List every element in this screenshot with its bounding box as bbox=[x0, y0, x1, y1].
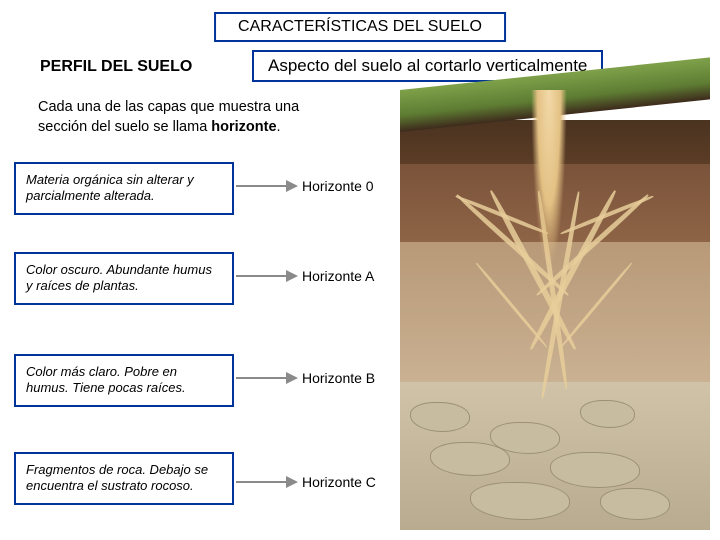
rock-icon bbox=[580, 400, 635, 428]
intro-line2-bold: horizonte bbox=[211, 119, 276, 135]
rock-icon bbox=[550, 452, 640, 488]
label-hb: Horizonte B bbox=[302, 370, 375, 386]
soil-diagram bbox=[400, 90, 710, 530]
intro-paragraph: Cada una de las capas que muestra una se… bbox=[38, 98, 368, 137]
desc-box-hb: Color más claro. Pobre en humus. Tiene p… bbox=[14, 354, 234, 407]
root-trunk bbox=[531, 90, 567, 270]
intro-line1: Cada una de las capas que muestra una bbox=[38, 99, 299, 115]
arrow-ha bbox=[236, 275, 288, 277]
arrow-h0 bbox=[236, 185, 288, 187]
arrow-hb bbox=[236, 377, 288, 379]
rock-icon bbox=[470, 482, 570, 520]
rock-icon bbox=[410, 402, 470, 432]
layer-c bbox=[400, 382, 710, 530]
desc-hb: Color más claro. Pobre en humus. Tiene p… bbox=[26, 364, 186, 395]
desc-box-h0: Materia orgánica sin alterar y parcialme… bbox=[14, 162, 234, 215]
rock-icon bbox=[600, 488, 670, 520]
intro-line2-suffix: . bbox=[277, 119, 281, 135]
desc-box-hc: Fragmentos de roca. Debajo se encuentra … bbox=[14, 452, 234, 505]
label-h0: Horizonte 0 bbox=[302, 178, 374, 194]
label-ha: Horizonte A bbox=[302, 268, 374, 284]
desc-h0: Materia orgánica sin alterar y parcialme… bbox=[26, 172, 194, 203]
arrow-hc bbox=[236, 481, 288, 483]
page-title-box: CARACTERÍSTICAS DEL SUELO bbox=[214, 12, 506, 42]
subtitle-left: PERFIL DEL SUELO bbox=[40, 58, 192, 76]
label-hc: Horizonte C bbox=[302, 474, 376, 490]
intro-line2-prefix: sección del suelo se llama bbox=[38, 119, 211, 135]
desc-ha: Color oscuro. Abundante humus y raíces d… bbox=[26, 262, 212, 293]
rock-icon bbox=[430, 442, 510, 476]
desc-box-ha: Color oscuro. Abundante humus y raíces d… bbox=[14, 252, 234, 305]
subtitle-right: Aspecto del suelo al cortarlo verticalme… bbox=[268, 56, 587, 75]
page-title: CARACTERÍSTICAS DEL SUELO bbox=[238, 18, 482, 35]
desc-hc: Fragmentos de roca. Debajo se encuentra … bbox=[26, 462, 208, 493]
